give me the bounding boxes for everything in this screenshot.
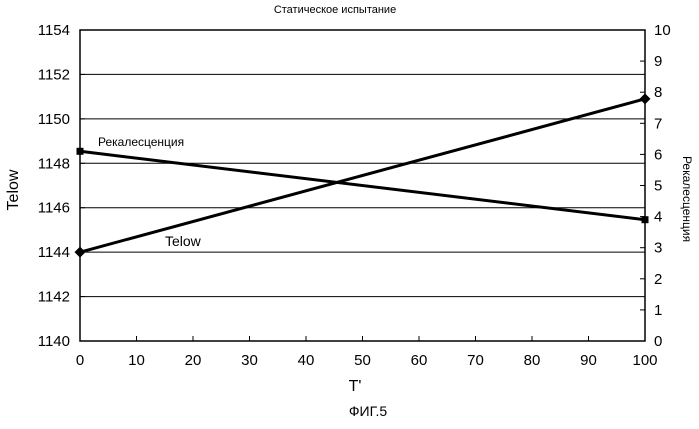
right-tick-label: 10 [654,22,671,39]
left-tick-label: 1148 [38,155,70,172]
recalescence-series-line [80,151,645,219]
left-tick-label: 1152 [38,66,70,83]
right-tick-label: 1 [654,302,662,319]
telow-data-point [640,93,651,104]
left-tick-label: 1154 [38,22,70,39]
x-tick-label: 60 [411,352,428,369]
x-tick-label: 50 [354,352,371,369]
right-tick-label: 6 [654,146,662,163]
recalescence-series-label: Рекалесценция [98,135,184,149]
telow-series-label: Telow [165,233,202,249]
x-tick-label: 10 [128,352,145,369]
chart-title: Статическое испытание [274,4,396,16]
x-axis-label: T' [349,378,362,395]
right-tick-label: 3 [654,240,662,257]
left-tick-label: 1140 [38,333,70,350]
left-tick-label: 1150 [38,111,70,128]
figure-caption: ФИГ.5 [349,403,387,419]
recalescence-data-point [642,216,649,223]
right-tick-label: 5 [654,178,662,195]
right-tick-label: 0 [654,333,662,350]
left-tick-label: 1142 [38,289,70,306]
telow-series-line [80,99,645,252]
left-tick-label: 1146 [38,200,70,217]
x-tick-label: 0 [76,352,84,369]
recalescence-data-point [77,148,84,155]
telow-data-point [75,247,86,258]
right-tick-label: 4 [654,209,662,226]
x-tick-label: 40 [298,352,315,369]
right-tick-label: 2 [654,271,662,288]
right-tick-label: 9 [654,53,662,70]
x-tick-label: 70 [467,352,484,369]
x-tick-label: 90 [580,352,597,369]
left-tick-label: 1144 [38,244,70,261]
right-y-axis-label: Рекалесценция [680,156,694,242]
x-tick-label: 30 [241,352,258,369]
left-y-axis-ticks: 1140 1142 1144 1146 1148 1150 1152 1154 [38,22,85,350]
series-layer [75,93,651,257]
right-tick-label: 8 [654,84,662,101]
x-tick-label: 100 [632,352,657,369]
right-tick-label: 7 [654,115,662,132]
left-y-axis-label: Telow [5,169,22,210]
x-tick-label: 20 [185,352,202,369]
x-tick-label: 80 [524,352,541,369]
